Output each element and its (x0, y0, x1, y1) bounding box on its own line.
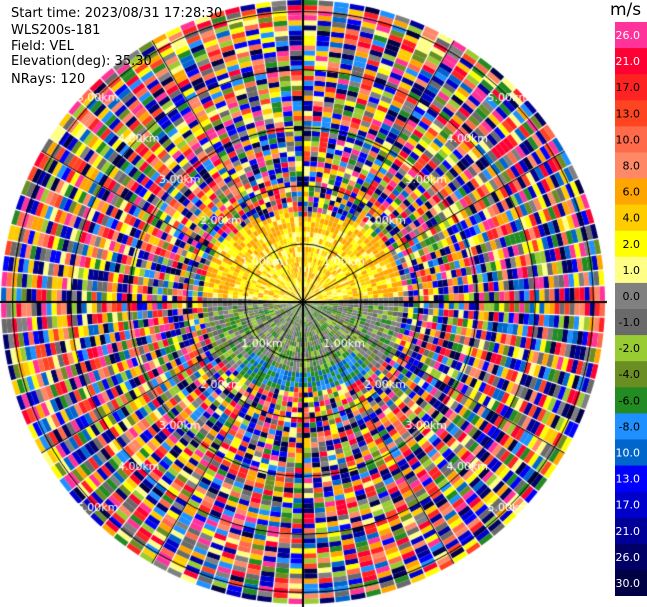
colorbar-tick-label: -4.0 (619, 368, 640, 381)
colorbar-swatch (615, 230, 647, 258)
colorbar-swatch (615, 465, 647, 493)
colorbar-tick-label: -6.0 (619, 394, 640, 407)
colorbar-swatch (615, 126, 647, 153)
colorbar-tick-label: -13.0 (612, 473, 640, 486)
nrays-label: NRays: 120 (11, 72, 86, 87)
colorbar-tick-label: -2.0 (619, 342, 640, 355)
colorbar-swatch (615, 335, 647, 362)
colorbar-swatch (615, 413, 647, 440)
colorbar-swatch (615, 387, 647, 414)
colorbar-tick-label: 26.0 (616, 29, 641, 42)
colorbar-swatch (615, 204, 647, 232)
field-label: Field: VEL (11, 39, 74, 54)
colorbar-tick-label: -8.0 (619, 420, 640, 433)
colorbar-swatch (615, 517, 647, 545)
colorbar-tick-label: -30.0 (612, 577, 640, 590)
start-time-label: Start time: 2023/08/31 17:28:30 (11, 6, 223, 21)
colorbar-swatch (615, 152, 647, 180)
colorbar: 26.0 21.0 17.0 13.0 10.0 8.0 6.0 4.0 2.0 1.0 0.0 -1… (612, 22, 647, 596)
colorbar-swatch (615, 491, 647, 519)
elevation-label: Elevation(deg): 35.30 (11, 54, 152, 69)
ppi-scan-plot (0, 0, 607, 607)
colorbar-tick-label: 10.0 (616, 133, 641, 146)
colorbar-unit: m/s (610, 0, 642, 20)
instrument-label: WLS200s-181 (11, 23, 101, 38)
colorbar-swatch (615, 439, 647, 467)
colorbar-tick-label: -21.0 (612, 525, 640, 538)
colorbar-tick-label: 13.0 (616, 107, 641, 120)
colorbar-tick-label: -17.0 (612, 499, 640, 512)
colorbar-tick-label: 17.0 (616, 81, 641, 94)
colorbar-tick-label: -10.0 (612, 447, 640, 460)
colorbar-tick-label: 8.0 (623, 160, 641, 173)
colorbar-tick-label: 4.0 (623, 212, 641, 225)
colorbar-swatch (615, 543, 647, 571)
colorbar-swatch (615, 569, 647, 596)
colorbar-tick-label: 1.0 (623, 264, 641, 277)
colorbar-tick-label: -1.0 (619, 316, 640, 329)
colorbar-swatch (615, 22, 647, 49)
colorbar-swatch (615, 309, 647, 336)
colorbar-tick-label: 0.0 (623, 290, 641, 303)
colorbar-swatch (615, 48, 647, 75)
colorbar-tick-label: -26.0 (612, 551, 640, 564)
colorbar-swatch (615, 178, 647, 206)
colorbar-swatch (615, 100, 647, 127)
colorbar-tick-label: 21.0 (616, 55, 641, 68)
colorbar-tick-label: 6.0 (623, 186, 641, 199)
colorbar-swatch (615, 282, 647, 310)
colorbar-swatch (615, 74, 647, 101)
colorbar-swatch (615, 256, 647, 284)
colorbar-tick-label: 2.0 (623, 238, 641, 251)
colorbar-swatch (615, 361, 647, 388)
